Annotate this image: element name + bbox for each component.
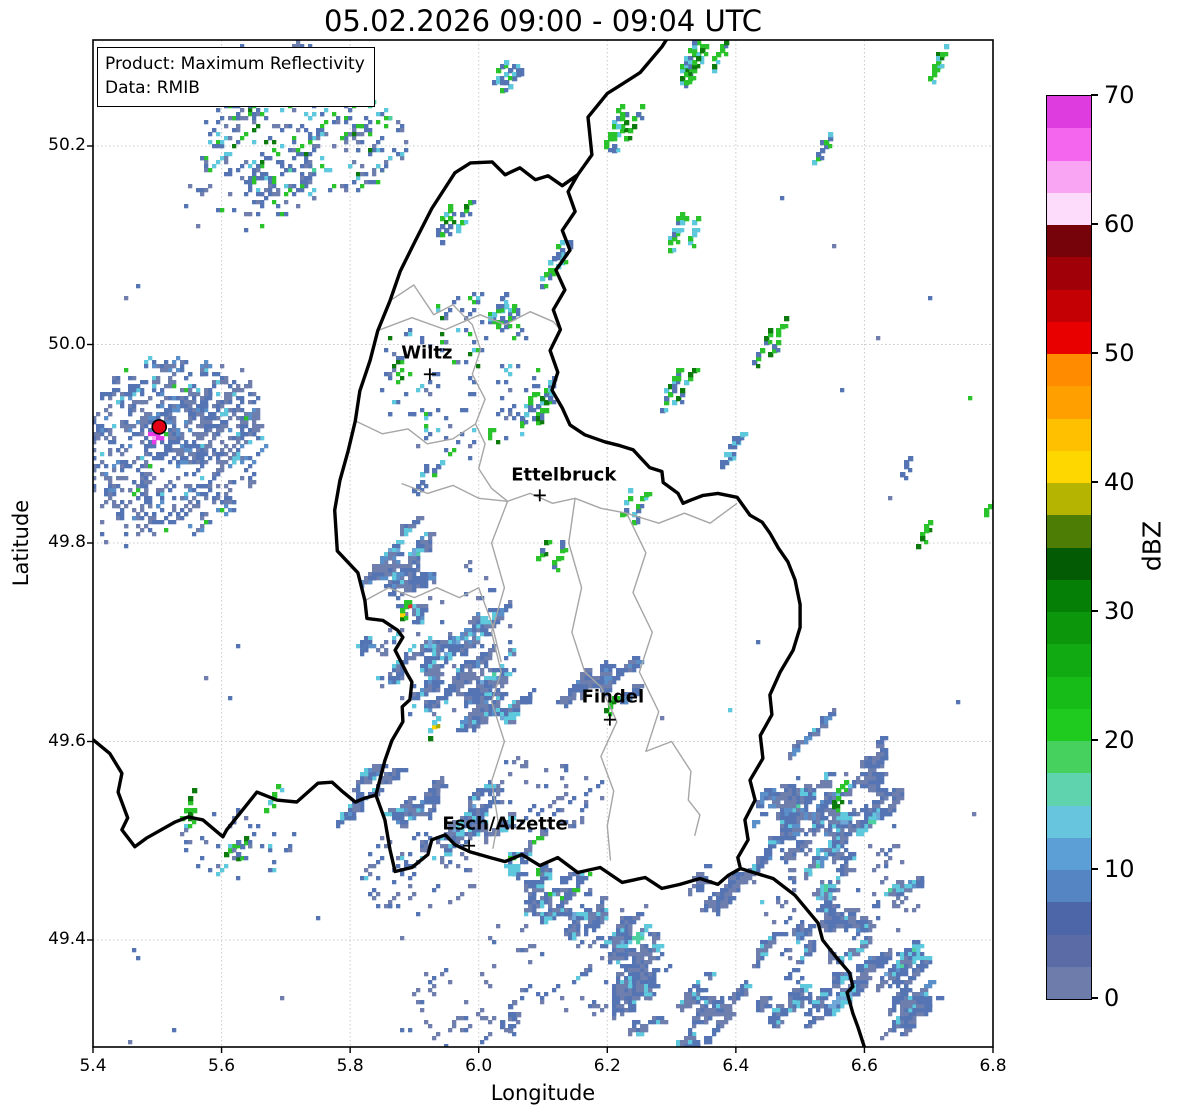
x-tick-label: 6.8	[979, 1056, 1007, 1076]
colorbar-segment	[1047, 128, 1091, 161]
colorbar-tick-label: 70	[1104, 81, 1135, 109]
product-info-box: Product: Maximum Reflectivity Data: RMIB	[97, 47, 375, 108]
y-tick-label: 49.6	[48, 730, 86, 751]
colorbar-segment	[1047, 192, 1091, 225]
colorbar-segment	[1047, 676, 1091, 709]
colorbar-segment	[1047, 934, 1091, 967]
colorbar-tick	[1091, 739, 1098, 741]
colorbar-segment	[1047, 741, 1091, 774]
colorbar-segment	[1047, 483, 1091, 516]
axis-ticks	[87, 145, 994, 1053]
city-markers: Wiltz Ettelbruck Findel Esch/Alzette	[401, 342, 645, 852]
colorbar-tick-label: 10	[1104, 855, 1135, 883]
colorbar-segment	[1047, 773, 1091, 806]
x-tick-label: 5.8	[336, 1056, 364, 1076]
district-borders	[354, 284, 738, 861]
district-border-line	[401, 482, 627, 514]
colorbar-tick	[1091, 997, 1098, 999]
x-axis-label: Longitude	[490, 1081, 596, 1105]
x-tick-label: 6.6	[850, 1056, 878, 1076]
colorbar-segment	[1047, 418, 1091, 451]
colorbar-segment	[1047, 289, 1091, 322]
plot-frame	[92, 39, 994, 1048]
city-marker-ettelbruck: Ettelbruck	[511, 464, 617, 502]
colorbar-segment	[1047, 837, 1091, 870]
x-tick-label: 6.2	[593, 1056, 621, 1076]
colorbar-segment	[1047, 450, 1091, 483]
x-tick-label: 6.4	[722, 1056, 750, 1076]
colorbar	[1046, 95, 1092, 1000]
colorbar-tick-label: 40	[1104, 468, 1135, 496]
colorbar-tick-label: 20	[1104, 726, 1135, 754]
colorbar-tick-label: 60	[1104, 210, 1135, 238]
colorbar-tick	[1091, 94, 1098, 96]
colorbar-segment	[1047, 870, 1091, 903]
colorbar-segment	[1047, 160, 1091, 193]
colorbar-segment	[1047, 966, 1091, 999]
figure-title: 05.02.2026 09:00 - 09:04 UTC	[323, 4, 763, 38]
x-tick-label: 5.4	[79, 1056, 107, 1076]
x-tick-label: 5.6	[208, 1056, 236, 1076]
colorbar-tick-label: 50	[1104, 339, 1135, 367]
city-label: Ettelbruck	[511, 464, 617, 485]
city-marker-findel: Findel	[582, 687, 645, 726]
y-tick-label: 49.4	[48, 929, 86, 949]
y-tick-label: 50.0	[48, 333, 86, 354]
city-label: Wiltz	[401, 342, 452, 363]
luxembourg-border	[333, 160, 802, 891]
colorbar-segment	[1047, 321, 1091, 354]
france-germany-border	[738, 866, 867, 1047]
colorbar-segment	[1047, 902, 1091, 935]
district-border-line	[377, 311, 561, 332]
colorbar-tick-label: 30	[1104, 597, 1135, 625]
district-border-line	[626, 502, 738, 524]
colorbar-segment	[1047, 96, 1091, 129]
colorbar-segment	[1047, 257, 1091, 290]
district-border-line	[490, 501, 509, 849]
city-label: Esch/Alzette	[442, 814, 567, 835]
colorbar-tick	[1091, 610, 1098, 612]
x-tick-label: 6.0	[465, 1056, 493, 1076]
y-tick-label: 50.2	[48, 135, 86, 155]
colorbar-segment	[1047, 515, 1091, 548]
colorbar-segment	[1047, 612, 1091, 645]
colorbar-tick-label: 0	[1104, 984, 1120, 1012]
y-axis-label: Latitude	[9, 499, 33, 587]
radar-station-marker	[151, 419, 168, 435]
city-marker-wiltz: Wiltz	[401, 342, 452, 381]
colorbar-tick	[1091, 352, 1098, 354]
colorbar-tick	[1091, 223, 1098, 225]
district-border-line	[354, 420, 476, 445]
district-border-line	[389, 284, 509, 502]
colorbar-segment	[1047, 644, 1091, 677]
colorbar-tick	[1091, 481, 1098, 483]
district-border-line	[568, 498, 618, 861]
product-info-line2: Data: RMIB	[105, 78, 200, 99]
country-borders	[93, 40, 867, 1047]
colorbar-segment	[1047, 225, 1091, 258]
colorbar-segment	[1047, 805, 1091, 838]
colorbar-segment	[1047, 547, 1091, 580]
district-border-line	[625, 512, 701, 836]
colorbar-segment	[1047, 708, 1091, 741]
y-tick-label: 49.8	[48, 532, 86, 552]
france-belgium-border	[93, 737, 378, 849]
radar-isolated-dots	[100, 196, 977, 1045]
belgium-germany-border	[576, 40, 669, 177]
colorbar-tick	[1091, 868, 1098, 870]
colorbar-segment	[1047, 354, 1091, 387]
district-border-line	[364, 587, 502, 663]
colorbar-segment	[1047, 386, 1091, 419]
city-label: Findel	[582, 687, 645, 708]
colorbar-label: dBZ	[1137, 520, 1167, 572]
colorbar-segment	[1047, 579, 1091, 612]
city-marker-esch-alzette: Esch/Alzette	[442, 814, 568, 852]
product-info-line1: Product: Maximum Reflectivity	[105, 54, 365, 74]
